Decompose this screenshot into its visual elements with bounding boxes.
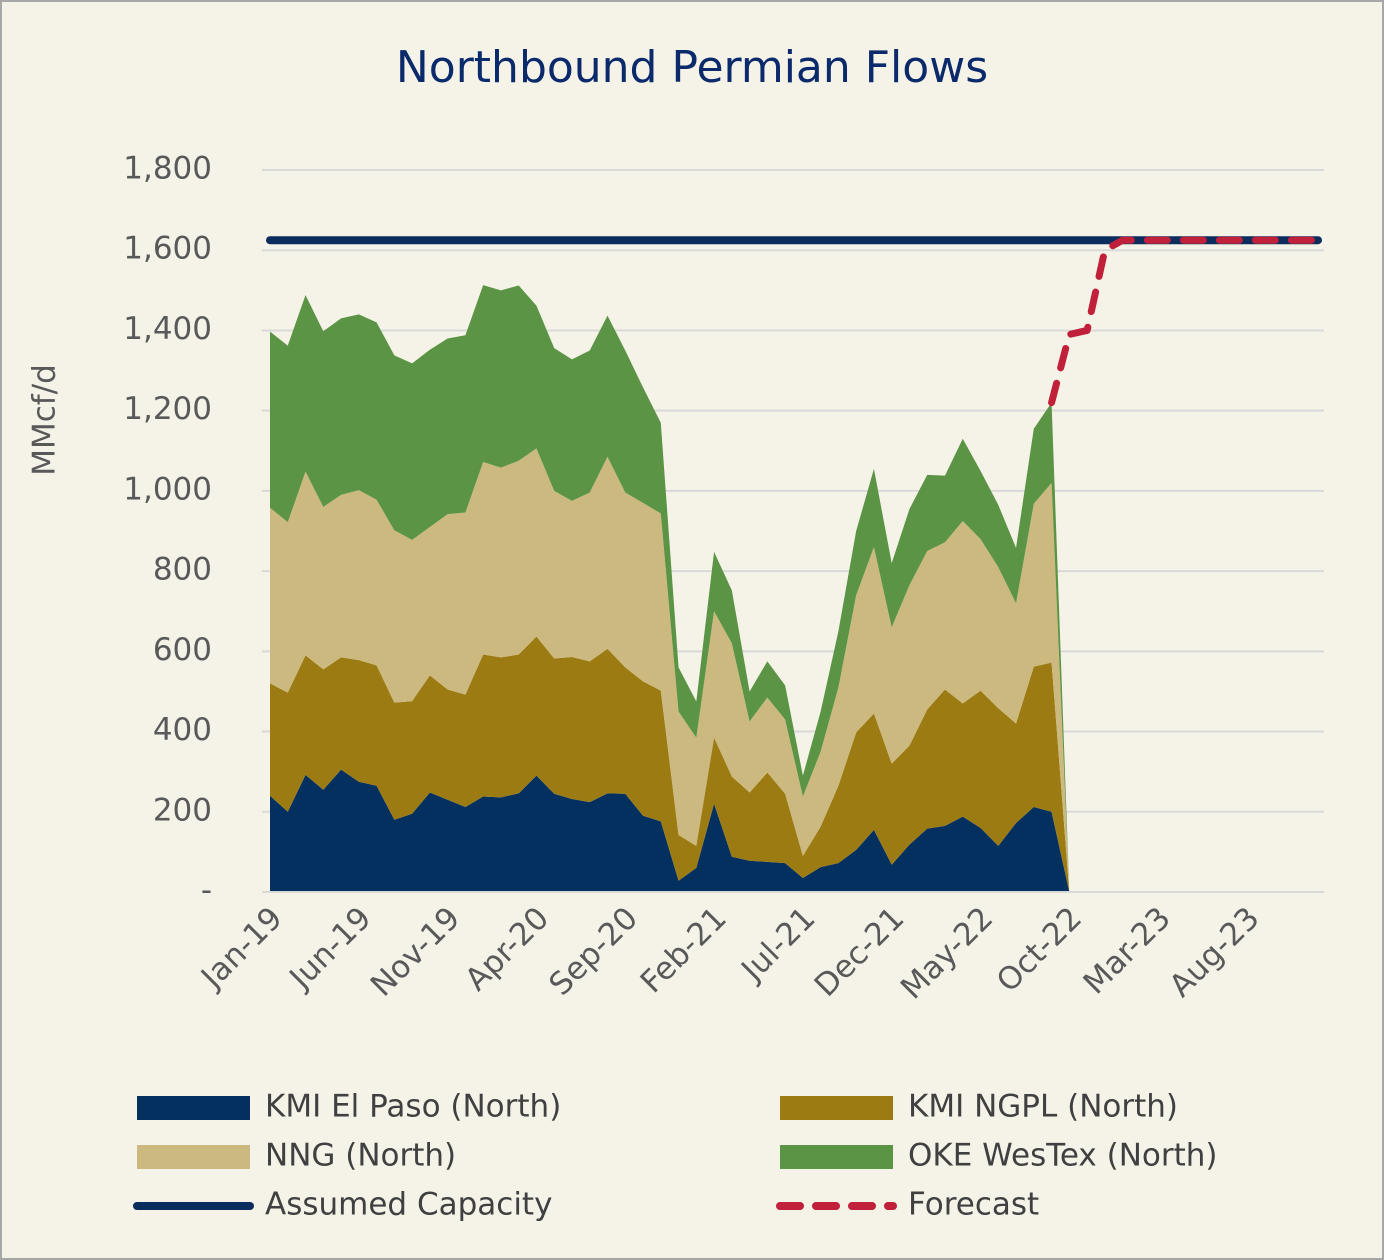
legend-label: Assumed Capacity xyxy=(265,1187,552,1223)
area-series xyxy=(270,769,1070,892)
legend-label: OKE WesTex (North) xyxy=(908,1138,1218,1174)
y-tick-label: 1,800 xyxy=(123,151,212,187)
y-tick-label: 800 xyxy=(153,552,212,588)
legend-swatch xyxy=(780,1096,893,1120)
y-tick-label: - xyxy=(201,873,212,909)
y-tick-label: 600 xyxy=(153,632,212,668)
legend-label: KMI NGPL (North) xyxy=(908,1089,1178,1125)
y-tick-label: 1,400 xyxy=(123,311,212,347)
legend-swatch xyxy=(137,1096,250,1120)
y-tick-label: 1,200 xyxy=(123,391,212,427)
forecast-line xyxy=(1048,236,1322,407)
legend-label: Forecast xyxy=(908,1187,1039,1223)
area-series xyxy=(270,448,1070,892)
chart-title: Northbound Permian Flows xyxy=(396,42,988,93)
area-series xyxy=(270,285,1070,892)
legend-swatch xyxy=(137,1145,250,1169)
legend-label: KMI El Paso (North) xyxy=(265,1089,561,1125)
y-tick-label: 200 xyxy=(153,792,212,828)
y-tick-label: 1,000 xyxy=(123,471,212,507)
y-axis-label: MMcf/d xyxy=(27,364,63,476)
y-tick-label: 1,600 xyxy=(123,231,212,267)
y-tick-label: 400 xyxy=(153,712,212,748)
legend-label: NNG (North) xyxy=(265,1138,456,1174)
area-series xyxy=(270,636,1070,892)
legend-swatch xyxy=(780,1145,893,1169)
